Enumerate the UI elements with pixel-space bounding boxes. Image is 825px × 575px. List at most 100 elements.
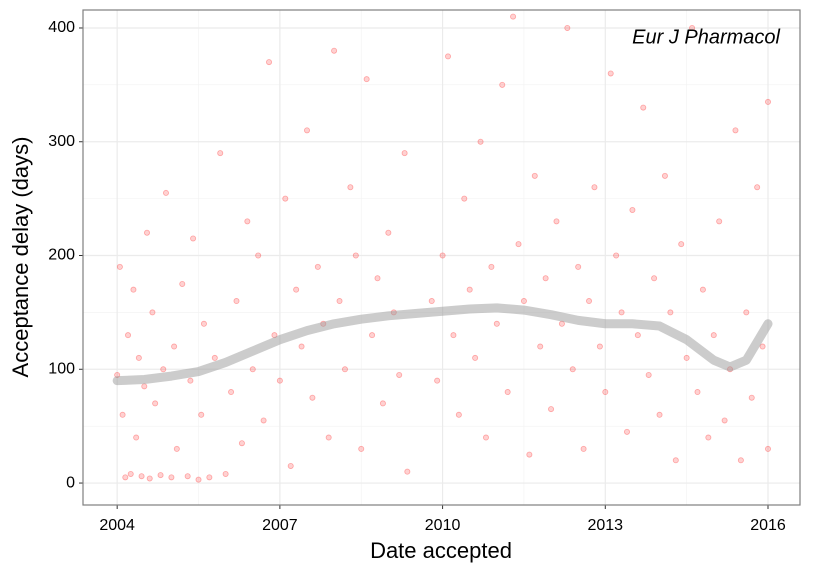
point — [748, 394, 755, 401]
point — [591, 184, 598, 191]
point — [287, 462, 294, 469]
x-axis-label: Date accepted — [370, 538, 512, 563]
point — [341, 366, 348, 373]
point — [499, 81, 506, 88]
y-axis-label: Acceptance delay (days) — [8, 137, 33, 378]
point — [282, 195, 289, 202]
point — [466, 286, 473, 293]
point — [133, 434, 140, 441]
point — [455, 411, 462, 418]
point — [130, 286, 137, 293]
point — [141, 383, 148, 390]
point — [629, 207, 636, 214]
point — [266, 59, 273, 66]
point — [634, 332, 641, 339]
point — [564, 24, 571, 31]
point — [661, 172, 668, 179]
point — [645, 371, 652, 378]
point — [309, 394, 316, 401]
point — [184, 473, 191, 480]
point — [404, 468, 411, 475]
point — [607, 70, 614, 77]
point — [143, 229, 150, 236]
point — [602, 389, 609, 396]
point — [586, 298, 593, 305]
point — [596, 343, 603, 350]
point — [488, 263, 495, 270]
point — [531, 172, 538, 179]
point — [434, 377, 441, 384]
point — [233, 298, 240, 305]
point — [743, 309, 750, 316]
y-tick-label: 300 — [48, 133, 75, 150]
point — [396, 371, 403, 378]
point — [678, 241, 685, 248]
point — [127, 470, 134, 477]
point — [401, 150, 408, 157]
point — [125, 332, 132, 339]
point — [450, 332, 457, 339]
y-tick-label: 100 — [48, 360, 75, 377]
y-tick-label: 400 — [48, 19, 75, 36]
point — [152, 400, 159, 407]
point — [217, 150, 224, 157]
point — [138, 473, 145, 480]
point — [363, 76, 370, 83]
point — [187, 377, 194, 384]
x-tick-label: 2004 — [99, 517, 135, 534]
point — [428, 298, 435, 305]
point — [613, 252, 620, 259]
point — [754, 184, 761, 191]
point — [515, 241, 522, 248]
point — [162, 189, 169, 196]
point — [683, 354, 690, 361]
smooth-line — [112, 303, 773, 386]
point — [168, 474, 175, 481]
point — [580, 445, 587, 452]
point — [146, 475, 153, 482]
point — [228, 389, 235, 396]
point — [135, 354, 142, 361]
point — [171, 343, 178, 350]
point — [249, 366, 256, 373]
point — [331, 47, 338, 54]
point — [255, 252, 262, 259]
point — [537, 343, 544, 350]
point — [116, 263, 123, 270]
y-tick-label: 0 — [66, 474, 75, 491]
point — [198, 411, 205, 418]
point — [179, 280, 186, 287]
point — [759, 343, 766, 350]
point — [520, 298, 527, 305]
point — [651, 275, 658, 282]
point — [667, 309, 674, 316]
point — [276, 377, 283, 384]
point — [200, 320, 207, 327]
point — [765, 445, 772, 452]
point — [482, 434, 489, 441]
point — [705, 434, 712, 441]
point — [721, 417, 728, 424]
point — [477, 138, 484, 145]
point — [122, 474, 129, 481]
point — [689, 24, 696, 31]
point — [293, 286, 300, 293]
point — [439, 252, 446, 259]
point — [461, 195, 468, 202]
point — [211, 354, 218, 361]
point — [149, 309, 156, 316]
point — [314, 263, 321, 270]
point — [699, 286, 706, 293]
point — [765, 98, 772, 105]
point — [347, 184, 354, 191]
point — [548, 406, 555, 413]
point — [303, 127, 310, 134]
point — [732, 127, 739, 134]
point — [618, 309, 625, 316]
point — [352, 252, 359, 259]
point — [222, 470, 229, 477]
point — [190, 235, 197, 242]
plot-background — [83, 10, 800, 505]
point — [374, 275, 381, 282]
point — [157, 472, 164, 479]
